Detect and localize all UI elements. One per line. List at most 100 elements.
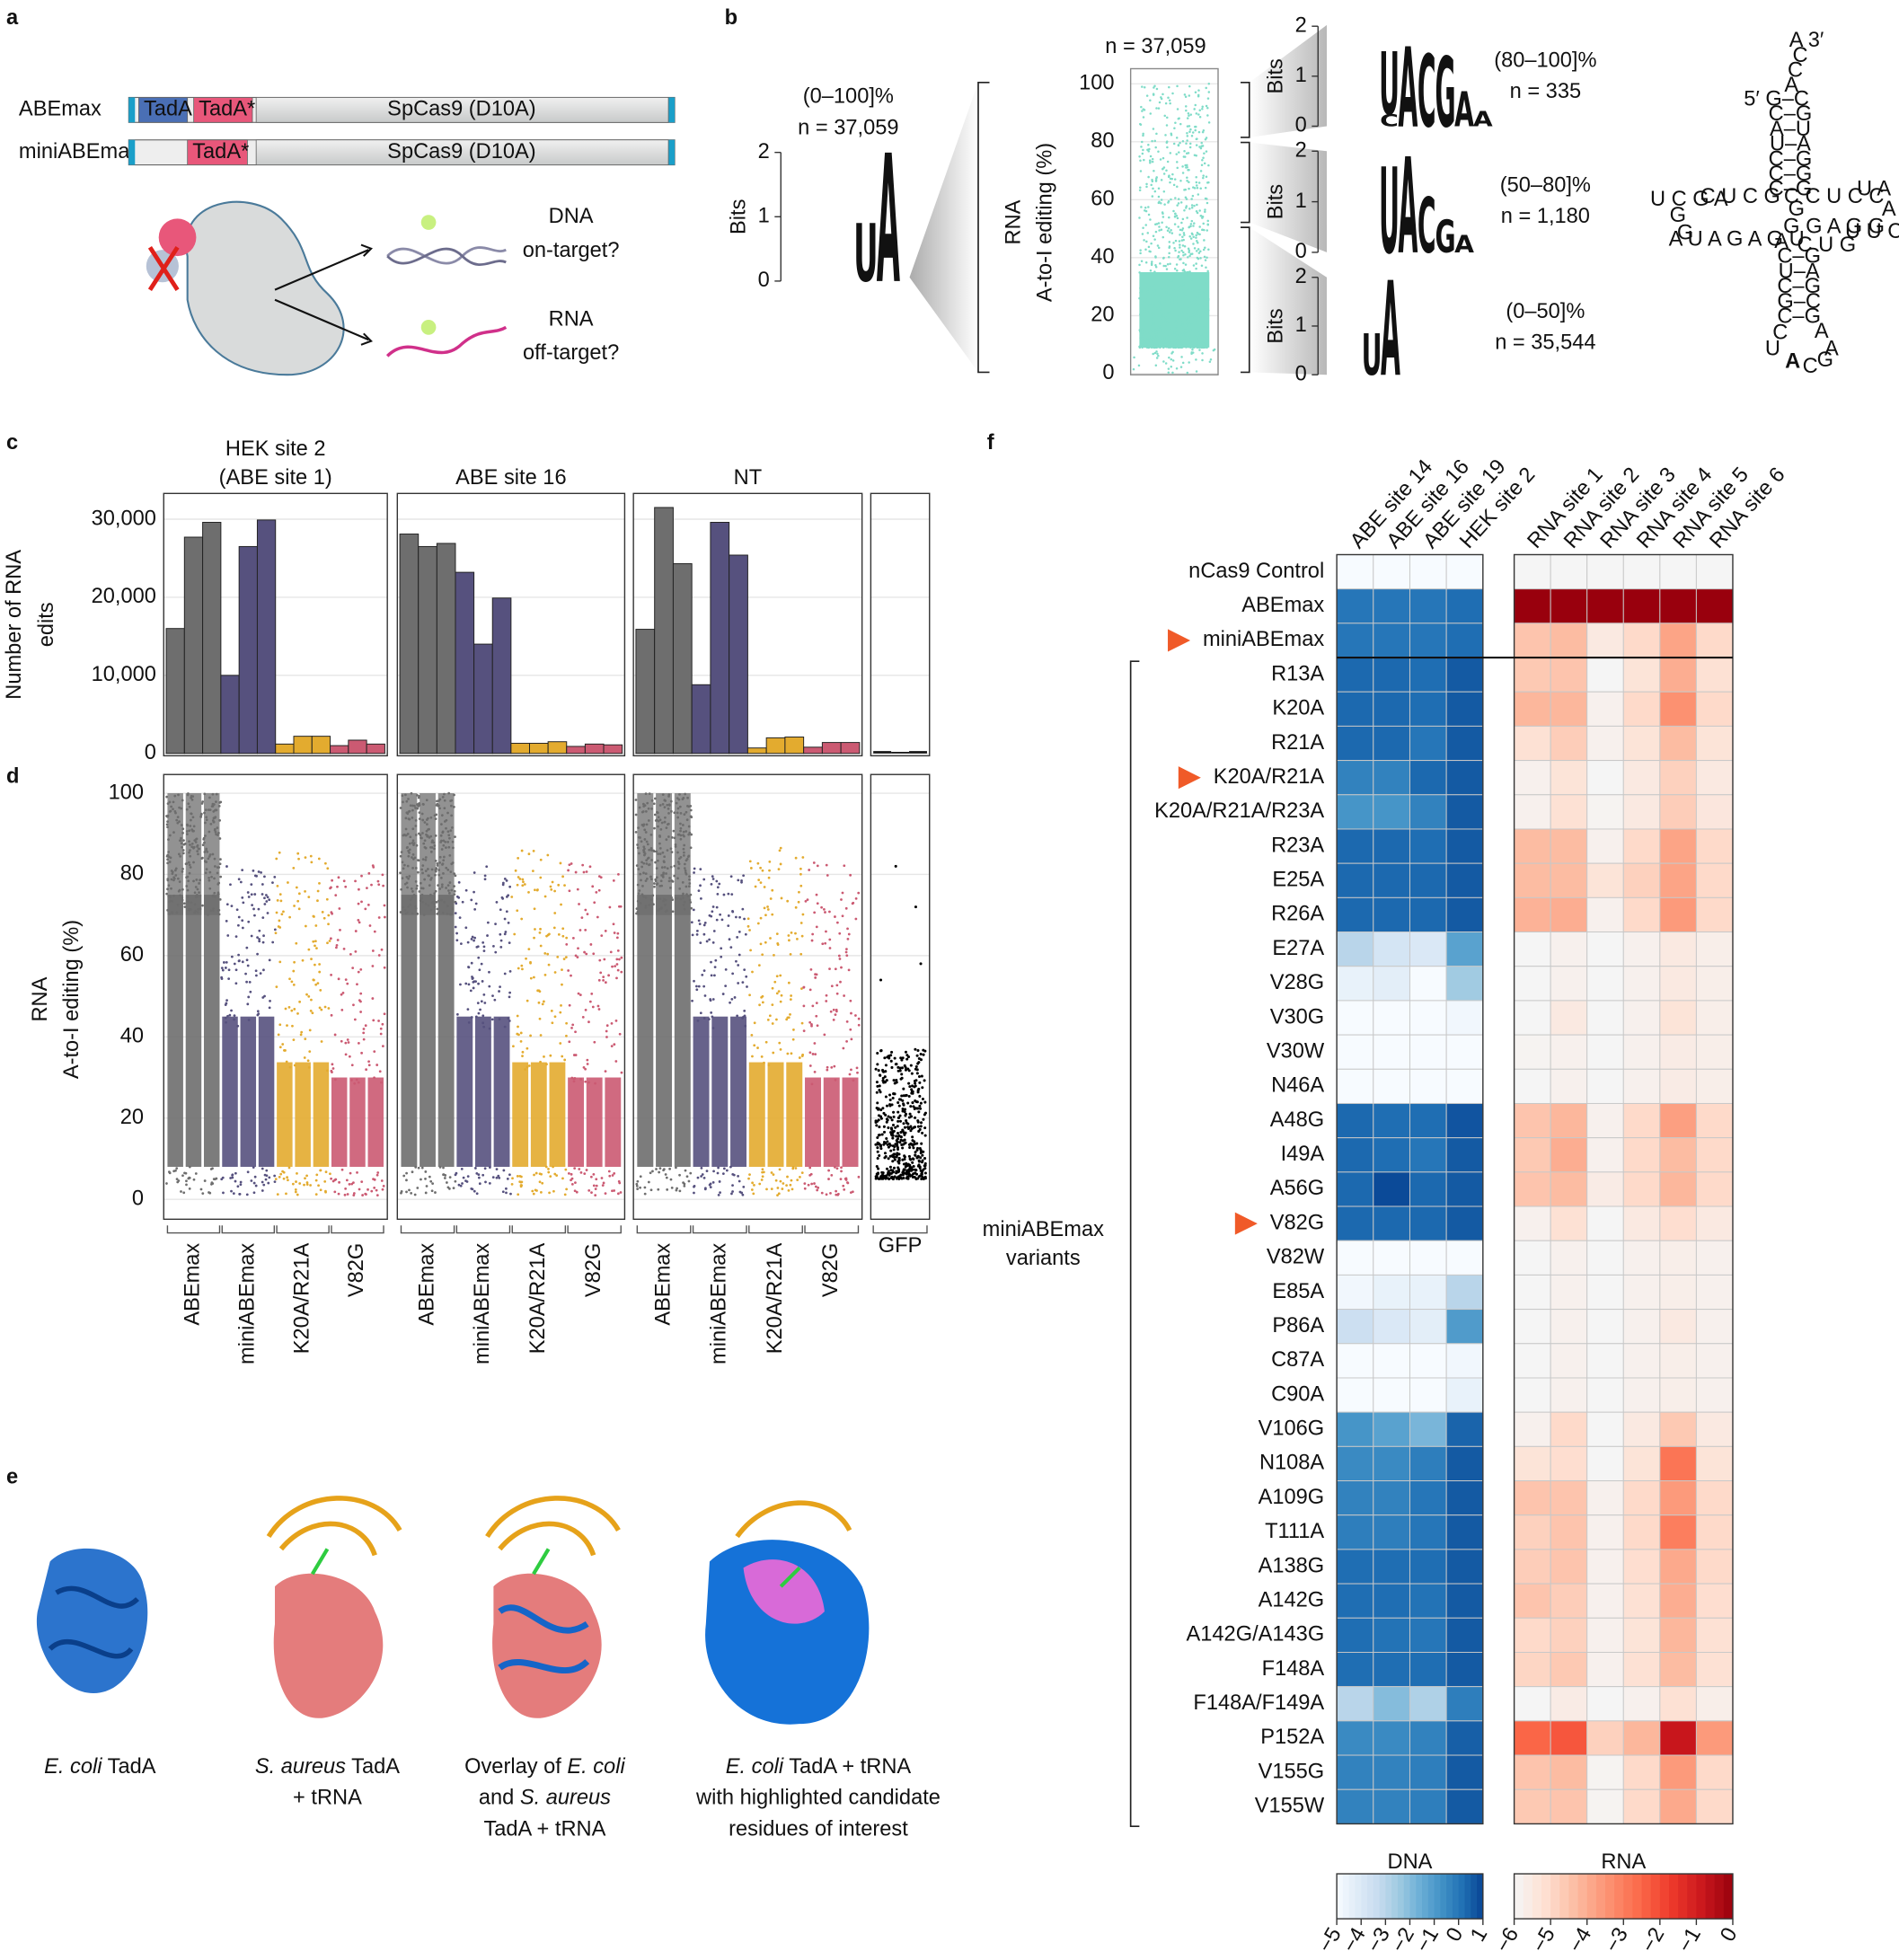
heat-cell <box>1695 1480 1734 1516</box>
cloud-dot <box>741 1193 745 1196</box>
heat-cell <box>1695 1034 1734 1070</box>
cloud-dot <box>467 983 471 986</box>
heat-cell <box>1586 1102 1624 1139</box>
cloud-dot <box>1179 122 1182 126</box>
cloud-dot <box>1195 342 1198 345</box>
cloud-dot <box>1186 117 1189 119</box>
heat-cell <box>1622 1754 1661 1790</box>
cloud-dot <box>1200 346 1203 349</box>
cloud-dot <box>817 1186 820 1189</box>
cloud-dot <box>1167 96 1170 99</box>
cloud-dot <box>565 1187 569 1191</box>
bar <box>399 534 420 755</box>
cloud-dot <box>730 1192 733 1196</box>
row-label: R23A <box>1271 834 1324 857</box>
heat-cell <box>1659 828 1697 864</box>
cloud-dot <box>771 888 774 892</box>
heat-cell <box>1695 1000 1734 1036</box>
heat-cell <box>1409 1000 1447 1036</box>
heat-cell <box>1373 1480 1410 1516</box>
cloud-dot <box>760 1179 764 1181</box>
cloud-core <box>203 895 220 1167</box>
panel-label: c <box>6 431 18 455</box>
cloud-dot <box>1143 301 1146 304</box>
cloud-dot <box>919 1101 923 1105</box>
cloud-dot <box>773 980 777 984</box>
heat-cell <box>1336 931 1374 967</box>
cloud-dot <box>345 1179 349 1182</box>
cloud-dot <box>756 1046 759 1049</box>
cloud-core <box>331 1077 348 1167</box>
axis-bracket <box>804 1225 860 1234</box>
cloud-dot <box>687 1179 691 1183</box>
heat-cell <box>1659 896 1697 933</box>
cloud-dot <box>1178 342 1181 345</box>
cloud-dot <box>838 958 842 960</box>
cloud-dot <box>527 1064 531 1067</box>
cloud-dot <box>592 1173 596 1176</box>
heat-cell <box>1445 966 1484 1002</box>
cloud-dot <box>710 883 713 886</box>
trna-base: U–A <box>1770 133 1811 156</box>
panel-frame <box>163 492 388 757</box>
colorbar-tick-label: −1 <box>1674 1924 1706 1956</box>
cloud-dot <box>665 1176 668 1179</box>
cloud-dot <box>375 1173 379 1177</box>
cloud-dot <box>454 835 456 838</box>
cloud-dot <box>874 1120 878 1125</box>
cloud-dot <box>484 1180 487 1184</box>
heat-cell <box>1336 1137 1374 1173</box>
cloud-dot <box>256 952 259 956</box>
colorbar-step <box>1559 1874 1569 1920</box>
cloud-dot <box>245 980 248 984</box>
cloud-dot <box>736 936 739 939</box>
cloud-dot <box>265 900 269 903</box>
heat-cell <box>1659 1102 1697 1139</box>
trna-base: A <box>1824 338 1839 361</box>
heat-cell <box>1409 1205 1447 1241</box>
cloud-dot <box>1174 121 1177 125</box>
panel-frame <box>870 773 931 1221</box>
cloud-dot <box>312 914 315 918</box>
heat-cell <box>1445 862 1484 898</box>
cloud-dot <box>1151 317 1154 321</box>
cloud-dot <box>745 975 748 978</box>
cloud-dot <box>480 1000 483 1003</box>
cloud-dot <box>405 1190 408 1194</box>
question-label: on-target? <box>523 239 620 262</box>
cloud-dot <box>892 1092 896 1096</box>
cloud-dot <box>1174 239 1178 243</box>
cloud-dot <box>1172 209 1175 213</box>
heat-cell <box>1586 1480 1624 1516</box>
heat-cell <box>1373 1171 1410 1207</box>
cloud-dot <box>898 1119 902 1123</box>
cloud-dot <box>1142 116 1145 119</box>
cloud-dot <box>900 1058 904 1062</box>
axis-bracket <box>455 1225 511 1234</box>
cloud-dot <box>1150 262 1153 265</box>
cloud-dot <box>1151 260 1153 263</box>
heat-cell <box>1695 1377 1734 1413</box>
cloud-dot <box>1202 289 1206 293</box>
heat-cell <box>1695 588 1734 624</box>
cloud-dot <box>1173 178 1177 181</box>
cloud-dot <box>383 966 386 969</box>
cloud-dot <box>1163 114 1167 118</box>
trna-base: G <box>1677 221 1693 244</box>
cloud-dot <box>1175 153 1178 155</box>
heat-cell <box>1622 1205 1661 1241</box>
cloud-dot <box>1158 325 1161 328</box>
cloud-dot <box>1170 310 1173 313</box>
cloud-dot <box>1148 147 1151 151</box>
y-tick-label: 20,000 <box>92 585 156 608</box>
x-tick-label: miniABEmax <box>708 1243 731 1364</box>
heat-cell <box>1514 588 1551 624</box>
cloud-dot <box>293 1008 296 1011</box>
cloud-dot <box>907 1082 911 1085</box>
cloud-dot <box>551 880 554 884</box>
cloud-dot <box>176 1180 180 1184</box>
cloud-dot <box>317 1184 320 1187</box>
heat-cell <box>1695 1617 1734 1653</box>
bar <box>529 742 549 755</box>
cloud-dot <box>459 1184 463 1187</box>
